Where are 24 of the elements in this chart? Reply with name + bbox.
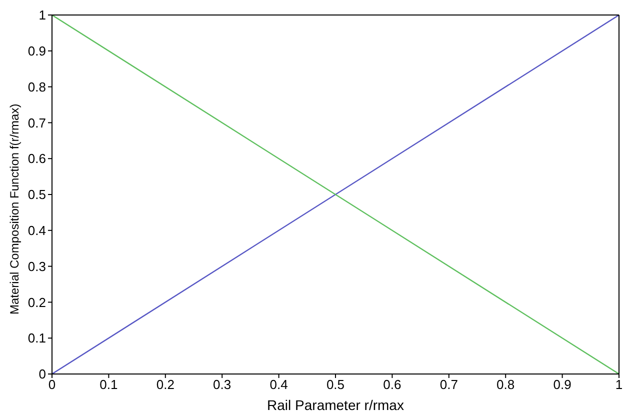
y-tick-label: 0.4 [28,223,46,238]
x-tick-label: 0 [48,377,56,392]
x-tick-label: 0.9 [553,377,572,392]
x-tick-label: 0.4 [270,377,288,392]
y-tick-label: 0.5 [28,187,46,202]
x-axis-title: Rail Parameter r/rmax [267,397,404,412]
y-tick-label: 0.3 [28,258,46,274]
x-tick-label: 0.8 [496,377,515,392]
y-tick-label: 0.6 [28,151,46,166]
y-tick-label: 0.7 [28,115,46,130]
x-tick-label: 0.2 [156,377,174,392]
y-tick-label: 0.8 [28,79,46,94]
y-axis-title: Material Composition Function f(r/rmax) [7,104,22,314]
y-tick-label: 0.9 [28,44,46,59]
y-tick-label: 1 [38,8,46,23]
x-tick-label: 0.1 [100,377,118,392]
x-tick-label: 0.5 [326,377,345,392]
y-tick-label: 0.1 [28,330,46,346]
x-tick-label: 0.3 [213,377,232,392]
x-tick-label: 0.7 [440,377,458,392]
x-tick-label: 1 [615,377,623,392]
x-tick-label: 0.6 [383,377,402,392]
y-tick-label: 0.2 [28,294,46,310]
y-tick-label: 0 [38,366,46,382]
